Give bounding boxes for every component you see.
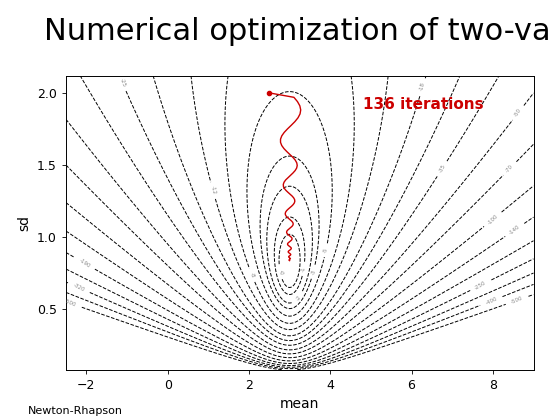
Text: Numerical optimization of two-variable case: Numerical optimization of two-variable c… <box>44 17 550 46</box>
Text: -25: -25 <box>119 78 126 88</box>
Text: -0: -0 <box>277 269 283 276</box>
X-axis label: mean: mean <box>280 397 320 411</box>
Text: -190: -190 <box>78 258 91 269</box>
Text: -250: -250 <box>474 280 487 291</box>
Text: -35: -35 <box>438 164 447 174</box>
Text: -500: -500 <box>64 299 77 308</box>
Y-axis label: sd: sd <box>18 215 31 231</box>
Text: -100: -100 <box>487 213 499 226</box>
Text: -1: -1 <box>301 265 306 272</box>
Text: -50: -50 <box>514 108 523 118</box>
Text: -70: -70 <box>505 163 515 173</box>
Text: -320: -320 <box>72 283 86 293</box>
Text: -5: -5 <box>323 247 329 253</box>
Text: Newton-Rhapson: Newton-Rhapson <box>28 406 123 416</box>
Text: -500: -500 <box>510 296 524 305</box>
Text: -12: -12 <box>210 186 217 195</box>
Text: -140: -140 <box>508 224 521 236</box>
Text: 136 iterations: 136 iterations <box>363 97 483 112</box>
Text: -2: -2 <box>295 294 302 301</box>
Text: -400: -400 <box>485 296 498 306</box>
Text: -3: -3 <box>310 268 316 275</box>
Text: -18: -18 <box>419 81 426 92</box>
Text: -8: -8 <box>249 272 255 279</box>
